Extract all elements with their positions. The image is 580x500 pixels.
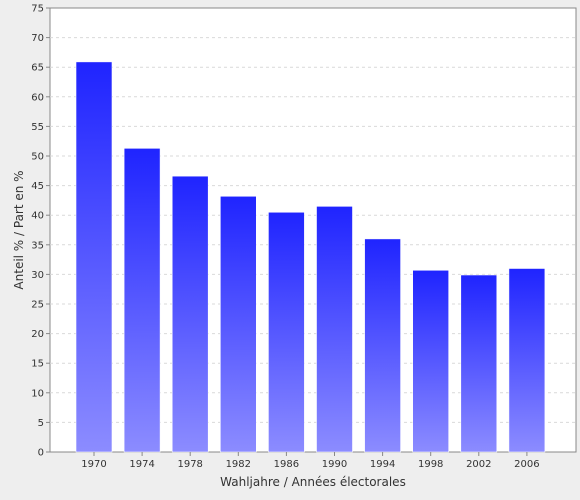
x-tick-label: 2002 bbox=[466, 459, 491, 470]
x-tick-label: 1998 bbox=[418, 459, 443, 470]
x-axis-title: Wahljahre / Années électorales bbox=[220, 475, 406, 489]
bar-1998 bbox=[412, 269, 450, 453]
y-tick-label: 20 bbox=[31, 329, 44, 340]
bars bbox=[75, 61, 546, 453]
y-tick-label: 45 bbox=[31, 181, 44, 192]
y-tick-label: 55 bbox=[31, 122, 44, 133]
x-tick-label: 1970 bbox=[81, 459, 106, 470]
y-tick-label: 15 bbox=[31, 359, 44, 370]
bar-1970 bbox=[75, 61, 113, 453]
y-tick-label: 65 bbox=[31, 63, 44, 74]
y-tick-label: 5 bbox=[38, 418, 44, 429]
x-tick-label: 1990 bbox=[322, 459, 347, 470]
y-axis-title: Anteil % / Part en % bbox=[12, 170, 26, 289]
y-tick-label: 0 bbox=[38, 448, 44, 459]
y-tick-label: 25 bbox=[31, 300, 44, 311]
y-tick-label: 35 bbox=[31, 240, 44, 251]
bar-1994 bbox=[364, 238, 401, 453]
x-tick-label: 2006 bbox=[514, 459, 539, 470]
bar-1978 bbox=[171, 175, 209, 453]
x-tick-label: 1974 bbox=[129, 459, 154, 470]
bar-1982 bbox=[220, 195, 257, 453]
x-axis-ticks: 1970 1974 1978 1982 1986 1990 1994 1998 2002 2006 bbox=[81, 452, 540, 470]
bar-1974 bbox=[123, 148, 161, 453]
x-tick-label: 1986 bbox=[274, 459, 299, 470]
y-tick-label: 70 bbox=[31, 33, 44, 44]
y-tick-label: 60 bbox=[31, 92, 44, 103]
bar-2006 bbox=[508, 268, 546, 453]
x-tick-label: 1978 bbox=[177, 459, 202, 470]
y-tick-label: 10 bbox=[31, 388, 44, 399]
bar-1986 bbox=[268, 211, 305, 453]
y-tick-label: 75 bbox=[31, 4, 44, 15]
x-tick-label: 1982 bbox=[226, 459, 251, 470]
bar-1990 bbox=[316, 206, 353, 453]
y-axis-ticks: 0 5 10 15 20 25 30 35 40 45 50 55 60 65 70 75 bbox=[31, 4, 50, 459]
y-tick-label: 50 bbox=[31, 152, 44, 163]
y-tick-label: 40 bbox=[31, 211, 44, 222]
y-tick-label: 30 bbox=[31, 270, 44, 281]
x-tick-label: 1994 bbox=[370, 459, 395, 470]
bar-2002 bbox=[460, 274, 498, 453]
